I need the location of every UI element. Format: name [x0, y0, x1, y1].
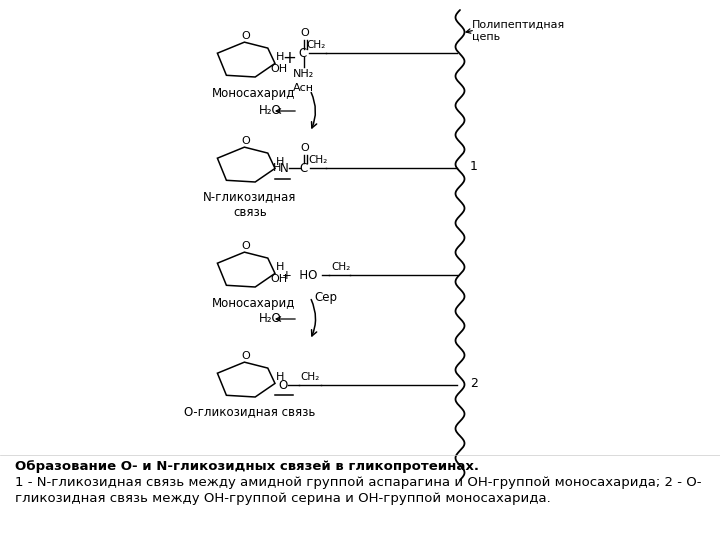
Text: O: O: [242, 136, 251, 146]
Text: H: H: [276, 52, 284, 63]
Text: Образование О- и N-гликозидных связей в гликопротеинах.: Образование О- и N-гликозидных связей в …: [15, 460, 479, 473]
Text: H: H: [276, 262, 284, 272]
Text: H: H: [272, 164, 281, 173]
Text: 2: 2: [470, 376, 478, 389]
Text: Полипептидная
цепь: Полипептидная цепь: [472, 20, 565, 42]
Text: Асн: Асн: [293, 83, 315, 93]
Text: O: O: [279, 379, 288, 392]
Text: Н₂О: Н₂О: [259, 313, 282, 326]
Text: C: C: [299, 46, 307, 60]
Text: +  HO: + HO: [282, 268, 318, 281]
Text: O: O: [242, 352, 251, 361]
Text: Моносахарид: Моносахарид: [212, 297, 295, 310]
Text: O: O: [300, 28, 309, 38]
Text: N: N: [279, 161, 289, 174]
Text: Моносахарид: Моносахарид: [212, 87, 295, 100]
Text: CH₂: CH₂: [308, 155, 328, 165]
Text: OH: OH: [270, 64, 287, 75]
Text: O: O: [300, 143, 309, 153]
Text: N-гликозидная
связь: N-гликозидная связь: [203, 191, 297, 219]
Text: CH₂: CH₂: [301, 372, 320, 382]
Text: Н₂О: Н₂О: [259, 105, 282, 118]
Text: H: H: [276, 372, 284, 382]
Text: гликозидная связь между ОН-группой серина и ОН-группой моносахарида.: гликозидная связь между ОН-группой серин…: [15, 492, 551, 505]
Text: NH₂: NH₂: [293, 69, 315, 79]
Text: 1: 1: [470, 159, 478, 173]
Text: CH₂: CH₂: [306, 40, 325, 50]
Text: C: C: [300, 161, 308, 174]
Text: H: H: [276, 157, 284, 167]
Text: Сер: Сер: [314, 291, 337, 304]
Text: +: +: [282, 49, 296, 68]
Text: 1 - N-гликозидная связь между амидной группой аспарагина и ОН-группой моносахари: 1 - N-гликозидная связь между амидной гр…: [15, 476, 701, 489]
Text: O: O: [242, 241, 251, 251]
Text: CH₂: CH₂: [331, 262, 351, 272]
Text: OH: OH: [270, 274, 287, 285]
Text: O: O: [242, 31, 251, 41]
Text: О-гликозидная связь: О-гликозидная связь: [184, 406, 315, 419]
